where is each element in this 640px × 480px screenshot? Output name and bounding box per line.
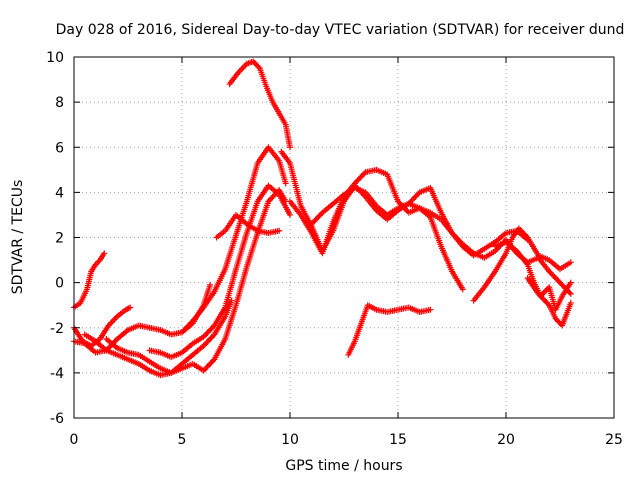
series-track-8 [213, 211, 283, 241]
x-tick-label: 25 [605, 432, 623, 448]
y-tick-label: 2 [55, 231, 64, 247]
series-track-11 [287, 166, 531, 259]
tick-labels: 0 5 10 15 20 25 -6 -4 -2 0 2 4 6 8 10 [46, 50, 623, 448]
y-tick-label: 0 [55, 276, 64, 292]
y-tick-label: 6 [55, 140, 64, 156]
x-tick-label: 10 [281, 432, 299, 448]
data-point [547, 269, 554, 276]
y-tick-label: -4 [50, 366, 64, 382]
data-point [567, 279, 574, 286]
series-track-7 [179, 144, 289, 336]
data-point [459, 286, 466, 293]
series-track-5 [103, 187, 289, 376]
data-point [228, 297, 235, 304]
data-point [127, 304, 134, 311]
x-tick-label: 15 [389, 432, 407, 448]
data-point [550, 272, 557, 279]
x-tick-label: 0 [70, 432, 79, 448]
data-point [552, 275, 559, 282]
data-point [255, 63, 262, 70]
x-axis-label: GPS time / hours [285, 458, 402, 474]
y-tick-label: -6 [50, 411, 64, 427]
series-track-9 [226, 58, 293, 151]
data-point [276, 227, 283, 234]
data-point [427, 306, 434, 313]
y-tick-label: -2 [50, 321, 64, 337]
x-tick-label: 20 [497, 432, 515, 448]
data-point [567, 299, 574, 306]
y-tick-label: 8 [55, 95, 64, 111]
data-point [554, 276, 561, 283]
series-track-6 [146, 182, 293, 361]
data-point [287, 211, 293, 218]
data-point [101, 250, 108, 257]
data-point [567, 290, 574, 297]
data-points [71, 58, 574, 379]
x-tick-label: 5 [178, 432, 187, 448]
data-point [287, 144, 293, 151]
series-track-13 [345, 302, 434, 358]
data-point [557, 279, 563, 286]
series-track-4 [81, 297, 235, 379]
chart-title: Day 028 of 2016, Sidereal Day-to-day VTE… [56, 22, 625, 38]
data-point [567, 259, 574, 266]
data-point [282, 180, 289, 187]
series-track-1 [71, 250, 108, 311]
series-track-16 [524, 275, 574, 329]
series-track-2 [71, 304, 134, 349]
y-axis-label: SDTVAR / TECUs [10, 180, 26, 295]
y-tick-label: 10 [46, 50, 64, 66]
data-point [207, 281, 214, 288]
data-point [543, 299, 550, 306]
y-tick-label: 4 [55, 185, 64, 201]
